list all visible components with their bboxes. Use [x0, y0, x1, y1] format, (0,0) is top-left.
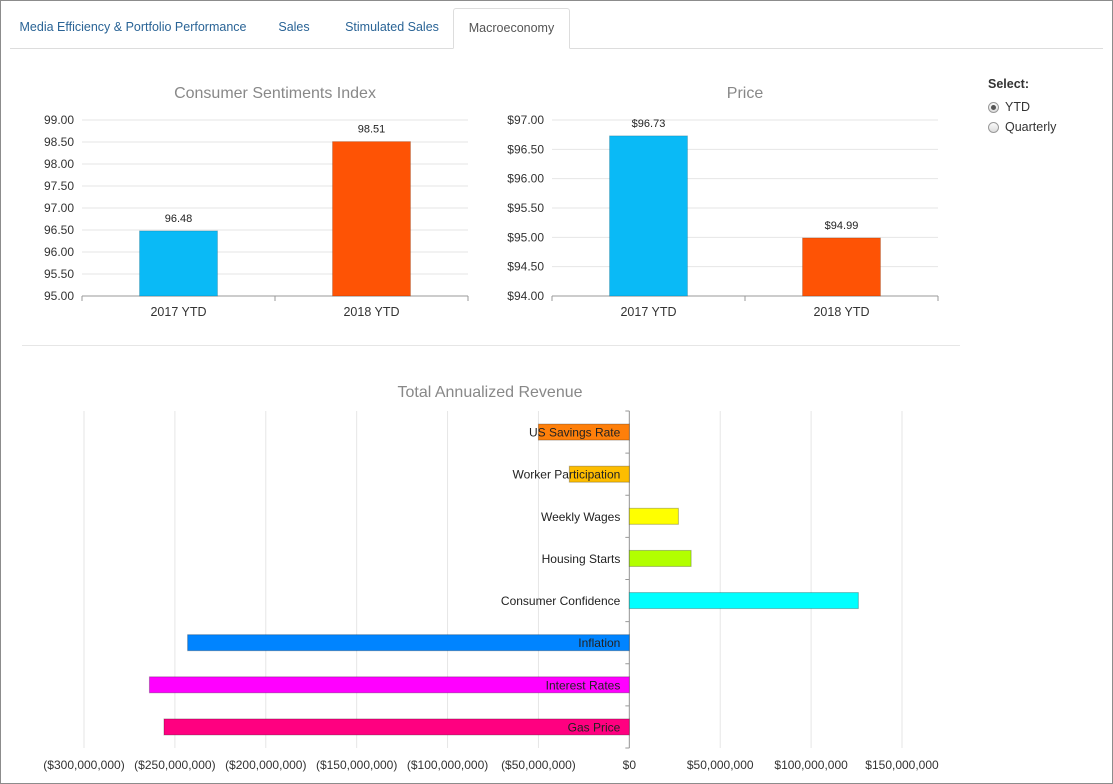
revenue-category-label: Gas Price [568, 720, 621, 734]
price-category-label: 2018 YTD [813, 305, 869, 319]
radio-quarterly-button[interactable] [988, 121, 999, 133]
revenue-bar-weekly-wages [628, 507, 679, 525]
radio-quarterly-label: Quarterly [1005, 120, 1057, 134]
radio-quarterly[interactable]: Quarterly [988, 117, 1056, 137]
cs-data-label: 96.48 [165, 213, 193, 225]
period-selector: Select: YTD Quarterly [988, 77, 1056, 137]
price-ytick-label: $96.50 [507, 142, 544, 156]
cs-data-label: 98.51 [358, 124, 386, 136]
price-ytick-label: $94.50 [507, 260, 544, 274]
revenue-bar-us-savings-rate [537, 423, 630, 441]
revenue-xtick-label: ($150,000,000) [316, 758, 397, 772]
cs-category-label: 2017 YTD [150, 305, 206, 319]
cs-ytick-label: 98.00 [44, 157, 74, 171]
cs-ytick-label: 98.50 [44, 135, 74, 149]
revenue-xtick-label: $0 [623, 758, 637, 772]
cs-bar-2018-ytd [332, 141, 411, 297]
price-ytick-label: $95.00 [507, 230, 544, 244]
revenue-xtick-label: ($100,000,000) [407, 758, 488, 772]
revenue-category-label: Housing Starts [542, 552, 621, 566]
revenue-xtick-label: $150,000,000 [865, 758, 939, 772]
section-divider [22, 345, 960, 346]
price-ytick-label: $95.50 [507, 201, 544, 215]
cs-title: Consumer Sentiments Index [174, 85, 376, 102]
cs-ytick-label: 97.00 [44, 201, 74, 215]
cs-ytick-label: 95.50 [44, 267, 74, 281]
tab-sales[interactable]: Sales [278, 20, 310, 34]
revenue-bar-consumer-confidence [628, 592, 859, 610]
revenue-category-label: Weekly Wages [541, 510, 620, 524]
cs-ytick-label: 99.00 [44, 113, 74, 127]
tab-stimulated-sales[interactable]: Stimulated Sales [345, 20, 439, 34]
revenue-category-label: Worker Participation [513, 468, 621, 482]
revenue-category-label: Consumer Confidence [501, 594, 621, 608]
price-ytick-label: $94.00 [507, 289, 544, 303]
revenue-title: Total Annualized Revenue [397, 384, 582, 401]
radio-ytd-button[interactable] [988, 101, 999, 113]
total-annualized-revenue-chart: Total Annualized Revenue ($300,000,000) ($… [43, 384, 939, 772]
tab-bar: Media Efficiency & Portfolio Performance… [10, 8, 1103, 49]
revenue-bar-worker-participation [568, 465, 630, 483]
cs-bar-2017-ytd [139, 230, 218, 297]
price-category-label: 2017 YTD [620, 305, 676, 319]
price-data-label: $94.99 [825, 220, 859, 232]
revenue-bar-housing-starts [628, 549, 692, 567]
revenue-xtick-label: ($250,000,000) [134, 758, 215, 772]
cs-ytick-label: 95.00 [44, 289, 74, 303]
revenue-xtick-label: ($200,000,000) [225, 758, 306, 772]
price-chart: Price $94.00 $94.50 $95.00 $95.50 $96.00 $96.5… [507, 85, 939, 319]
price-title: Price [727, 85, 764, 102]
price-bar-2018-ytd [802, 237, 881, 297]
price-data-label: $96.73 [632, 118, 666, 130]
price-ytick-label: $97.00 [507, 113, 544, 127]
revenue-category-label: Inflation [578, 636, 620, 650]
revenue-bar-inflation [187, 634, 630, 652]
revenue-category-label: US Savings Rate [529, 426, 621, 440]
radio-ytd[interactable]: YTD [988, 97, 1056, 117]
revenue-category-label: Interest Rates [546, 678, 621, 692]
cs-ytick-label: 96.50 [44, 223, 74, 237]
revenue-xtick-label: $100,000,000 [774, 758, 848, 772]
tab-media-efficiency[interactable]: Media Efficiency & Portfolio Performance [19, 20, 247, 34]
select-label: Select: [988, 77, 1029, 91]
tab-macroeconomy[interactable]: Macroeconomy [453, 8, 570, 49]
revenue-xtick-label: ($50,000,000) [501, 758, 576, 772]
price-ytick-label: $96.00 [507, 172, 544, 186]
radio-ytd-label: YTD [1005, 100, 1030, 114]
revenue-bar-interest-rates [148, 676, 630, 694]
revenue-bar-gas-price [163, 718, 630, 736]
consumer-sentiments-chart: Consumer Sentiments Index 95.00 95.50 96.00… [44, 85, 469, 319]
revenue-xtick-label: ($300,000,000) [43, 758, 124, 772]
cs-ytick-label: 96.00 [44, 245, 74, 259]
cs-ytick-label: 97.50 [44, 179, 74, 193]
price-bar-2017-ytd [609, 135, 688, 297]
revenue-xtick-label: $50,000,000 [687, 758, 754, 772]
cs-category-label: 2018 YTD [343, 305, 399, 319]
